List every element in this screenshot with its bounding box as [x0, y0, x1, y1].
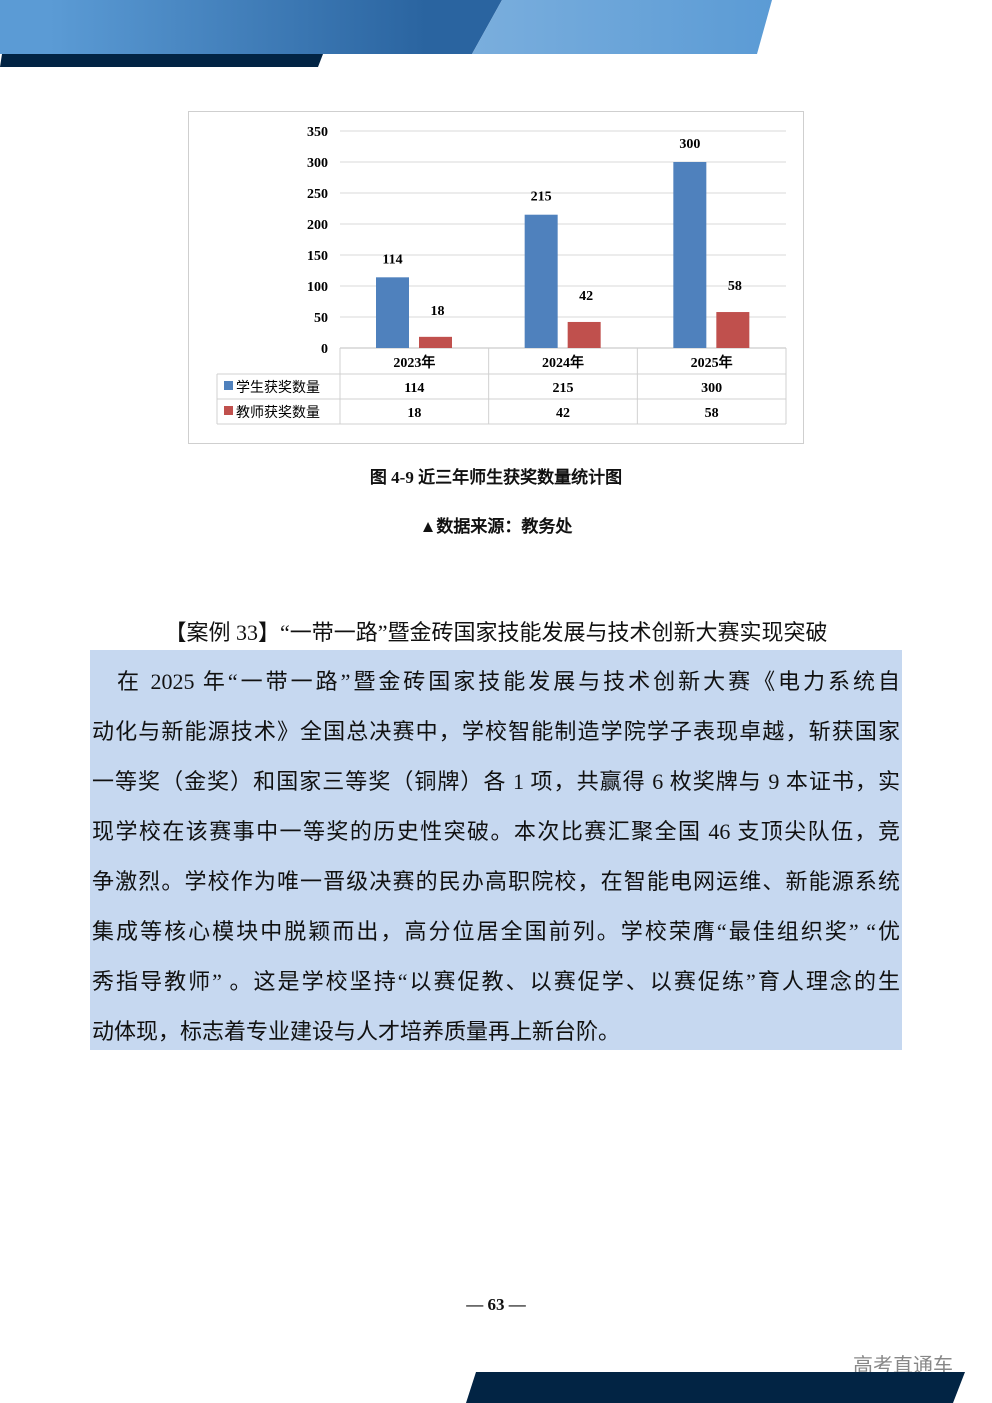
table-value: 58 [705, 406, 719, 421]
bar-teacher [419, 336, 452, 348]
figure-source: ▲数据来源：教务处 [419, 517, 573, 536]
table-value: 300 [701, 381, 722, 396]
data-label: 215 [531, 190, 552, 205]
case-line: 动体现，标志着专业建设与人才培养质量再上新台阶。 [92, 1019, 621, 1044]
header-stripe-navy [0, 54, 323, 67]
case-line: 集成等核心模块中脱颖而出，高分位居全国前列。学校荣膺“最佳组织奖” “优 [92, 919, 900, 944]
x-category-label: 2025年 [691, 354, 733, 371]
y-tick-label: 100 [307, 280, 328, 295]
case-line: 动化与新能源技术》全国总决赛中，学校智能制造学院学子表现卓越，斩获国家 [92, 719, 900, 744]
y-tick-label: 200 [307, 218, 328, 233]
header-banner [0, 0, 772, 67]
data-label: 18 [431, 304, 445, 319]
y-tick-label: 0 [321, 342, 328, 357]
legend-label: 学生获奖数量 [236, 379, 320, 396]
legend-swatch [224, 406, 233, 415]
case-body: 在 2025 年“一带一路”暨金砖国家技能发展与技术创新大赛《电力系统自 动化与… [90, 650, 902, 1050]
x-category-label: 2023年 [393, 354, 435, 371]
bar-student [673, 162, 707, 348]
footer-stripe [466, 1372, 965, 1403]
table-value: 215 [553, 381, 574, 396]
bar-teacher [716, 312, 750, 348]
table-value: 114 [404, 381, 424, 396]
data-label: 300 [679, 137, 700, 152]
table-value: 18 [407, 406, 421, 421]
header-stripe-light [472, 0, 772, 54]
bar-teacher [567, 321, 601, 348]
chart-frame: 0 50 100 150 200 250 300 350 2023年 114 114 18 18 2024… [188, 111, 804, 444]
data-label: 58 [728, 279, 742, 294]
y-tick-label: 300 [307, 156, 328, 171]
case-line: 在 2025 年“一带一路”暨金砖国家技能发展与技术创新大赛《电力系统自 [92, 669, 900, 694]
y-tick-label: 50 [314, 311, 328, 326]
legend-label: 教师获奖数量 [236, 404, 320, 421]
y-tick-label: 350 [307, 125, 328, 140]
y-tick-label: 150 [307, 249, 328, 264]
y-tick-label: 250 [307, 187, 328, 202]
legend-swatch [224, 381, 233, 390]
x-category-label: 2024年 [542, 354, 584, 371]
case-line: 现学校在该赛事中一等奖的历史性突破。本次比赛汇聚全国 46 支顶尖队伍，竞 [92, 819, 900, 844]
bar-student [376, 277, 409, 348]
case-line: 争激烈。学校作为唯一晋级决赛的民办高职院校，在智能电网运维、新能源系统 [92, 869, 900, 894]
data-label: 114 [382, 252, 402, 267]
case-title: 【案例 33】“一带一路”暨金砖国家技能发展与技术创新大赛实现突破 [164, 620, 828, 645]
case-line: 秀指导教师” 。这是学校坚持“以赛促教、以赛促学、以赛促练”育人理念的生 [92, 969, 900, 994]
bar-student [524, 214, 558, 348]
award-count-chart: 0 50 100 150 200 250 300 350 2023年 114 114 18 18 2024… [216, 125, 787, 425]
data-label: 42 [579, 289, 593, 304]
page-number: — 63 — [466, 1295, 526, 1314]
header-stripe-dark [0, 0, 502, 54]
figure-caption: 图 4-9 近三年师生获奖数量统计图 [369, 468, 623, 487]
table-value: 42 [556, 406, 570, 421]
case-line: 一等奖（金奖）和国家三等奖（铜牌）各 1 项，共赢得 6 枚奖牌与 9 本证书，… [92, 769, 900, 794]
